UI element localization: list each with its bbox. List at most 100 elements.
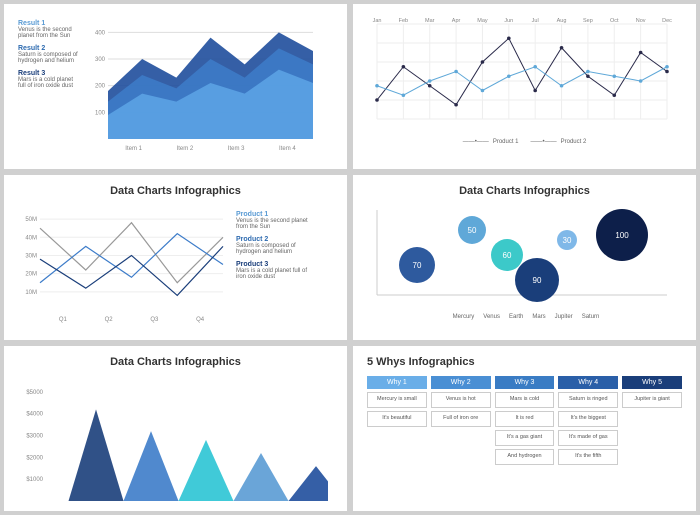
why-box: Full of iron ore <box>431 411 491 427</box>
panel-title: Data Charts Infographics <box>18 185 333 197</box>
area-chart-panel: Result 1 Venus is the second planet from… <box>4 4 347 169</box>
svg-text:Aug: Aug <box>557 18 567 24</box>
product-desc: Venus is the second planet from the Sun <box>236 218 316 230</box>
svg-text:Oct: Oct <box>610 18 619 24</box>
why-box: Jupiter is giant <box>622 392 682 408</box>
svg-text:Item 3: Item 3 <box>228 146 245 152</box>
result-desc: Saturn is composed of hydrogen and heliu… <box>18 52 80 64</box>
legend-item: Saturn <box>579 314 600 320</box>
result-title: Result 3 <box>18 70 80 77</box>
why-box: Mercury is small <box>367 392 427 408</box>
svg-text:$1000: $1000 <box>26 477 43 483</box>
products-sidebar: Product 1 Venus is the second planet fro… <box>236 205 316 325</box>
multi-line-chart: 10M 20M 30M 40M 50M Q1 Q2 Q3 Q4 <box>18 205 228 325</box>
panel-title: Data Charts Infographics <box>367 185 682 197</box>
legend-item: Jupiter <box>552 314 573 320</box>
product-title: Product 2 <box>236 236 316 243</box>
legend-item: Earth <box>506 314 523 320</box>
svg-text:Jun: Jun <box>504 18 513 24</box>
legend-item: Venus <box>480 314 500 320</box>
line-chart-panel: Jan Feb Mar Apr May Jun Jul Aug Sep Oct Nov Dec ——•… <box>353 4 696 169</box>
svg-text:10M: 10M <box>25 290 37 296</box>
why-box: It's beautiful <box>367 411 427 427</box>
product-title: Product 1 <box>236 211 316 218</box>
svg-text:100: 100 <box>615 231 629 240</box>
result-desc: Mars is a cold planet full of iron oxide… <box>18 77 80 89</box>
svg-text:Nov: Nov <box>636 18 646 24</box>
why-box: Venus is hot <box>431 392 491 408</box>
svg-text:Item 4: Item 4 <box>279 146 296 152</box>
why-box: It's the biggest <box>558 411 618 427</box>
why-box: Mars is cold <box>495 392 555 408</box>
why-header: Why 3 <box>495 376 555 389</box>
panel-title: Data Charts Infographics <box>18 356 333 368</box>
area-chart: 100 200 300 400 Item 1 Item 2 Item 3 Item 4 <box>88 14 318 154</box>
svg-text:90: 90 <box>533 276 542 285</box>
svg-text:50M: 50M <box>25 217 37 223</box>
svg-text:Jan: Jan <box>373 18 382 24</box>
svg-text:Dec: Dec <box>662 18 672 24</box>
product-desc: Saturn is composed of hydrogen and heliu… <box>236 243 316 255</box>
why-column: Why 1 Mercury is small It's beautiful <box>367 376 427 468</box>
why-header: Why 1 <box>367 376 427 389</box>
svg-text:$3000: $3000 <box>26 434 43 440</box>
why-column: Why 4 Saturn is ringed It's the biggest It'… <box>558 376 618 468</box>
whys-columns: Why 1Mercury is smallIt's beautifulWhy 2… <box>367 376 682 468</box>
result-title: Result 2 <box>18 45 80 52</box>
why-header: Why 5 <box>622 376 682 389</box>
line-chart: Jan Feb Mar Apr May Jun Jul Aug Sep Oct Nov Dec <box>367 14 677 134</box>
svg-text:Q3: Q3 <box>150 317 159 323</box>
svg-text:Apr: Apr <box>452 18 461 24</box>
why-box: It's made of gas <box>558 430 618 446</box>
bubble-legend: Mercury Venus Earth Mars Jupiter Saturn <box>367 314 682 320</box>
legend-item: Mercury <box>450 314 475 320</box>
svg-text:60: 60 <box>503 251 512 260</box>
svg-text:Item 2: Item 2 <box>177 146 194 152</box>
why-column: Why 5 Jupiter is giant <box>622 376 682 468</box>
whys-panel: 5 Whys Infographics Why 1 Mercury is smal… <box>353 346 696 511</box>
svg-text:50: 50 <box>468 226 477 235</box>
why-header: Why 4 <box>558 376 618 389</box>
svg-text:$4000: $4000 <box>26 412 43 418</box>
svg-text:400: 400 <box>95 30 106 36</box>
why-box: Saturn is ringed <box>558 392 618 408</box>
triangle-chart: $1000 $2000 $3000 $4000 $5000 <box>18 376 328 506</box>
svg-text:Feb: Feb <box>399 18 408 24</box>
svg-text:100: 100 <box>95 110 106 116</box>
multi-line-panel: Data Charts Infographics 10M 20M 30M 40M 50M… <box>4 175 347 340</box>
svg-text:Sep: Sep <box>583 18 593 24</box>
why-box: And hydrogen <box>495 449 555 465</box>
svg-text:70: 70 <box>413 261 422 270</box>
svg-text:$5000: $5000 <box>26 390 43 396</box>
svg-text:Q4: Q4 <box>196 317 205 323</box>
svg-text:200: 200 <box>95 84 106 90</box>
result-title: Result 1 <box>18 20 80 27</box>
why-box: It is red <box>495 411 555 427</box>
why-box: It's the fifth <box>558 449 618 465</box>
svg-text:May: May <box>477 18 488 24</box>
svg-text:30M: 30M <box>25 253 37 259</box>
legend-item: Mars <box>529 314 545 320</box>
svg-text:Item 1: Item 1 <box>125 146 142 152</box>
svg-text:20M: 20M <box>25 272 37 278</box>
svg-text:40M: 40M <box>25 235 37 241</box>
why-box: It's a gas giant <box>495 430 555 446</box>
svg-text:Jul: Jul <box>532 18 539 24</box>
panel-title: 5 Whys Infographics <box>367 356 682 368</box>
bubble-chart: 70 50 60 90 30 100 <box>367 205 677 305</box>
bubble-chart-panel: Data Charts Infographics 70 50 60 90 30 100 M… <box>353 175 696 340</box>
svg-text:30: 30 <box>563 236 572 245</box>
product-title: Product 3 <box>236 261 316 268</box>
chart-legend: ——•——Product 1 ——•——Product 2 <box>367 139 682 145</box>
triangle-chart-panel: Data Charts Infographics $1000 $2000 $3000… <box>4 346 347 511</box>
why-column: Why 2Venus is hotFull of iron ore <box>431 376 491 468</box>
svg-text:$2000: $2000 <box>26 455 43 461</box>
svg-text:Q2: Q2 <box>105 317 114 323</box>
svg-text:Q1: Q1 <box>59 317 68 323</box>
svg-text:Mar: Mar <box>425 18 435 24</box>
why-column: Why 3 Mars is cold It is red It's a gas gia… <box>495 376 555 468</box>
svg-text:300: 300 <box>95 57 106 63</box>
results-sidebar: Result 1 Venus is the second planet from… <box>18 14 80 159</box>
product-desc: Mars is a cold planet full of iron oxide… <box>236 268 316 280</box>
result-desc: Venus is the second planet from the Sun <box>18 27 80 39</box>
